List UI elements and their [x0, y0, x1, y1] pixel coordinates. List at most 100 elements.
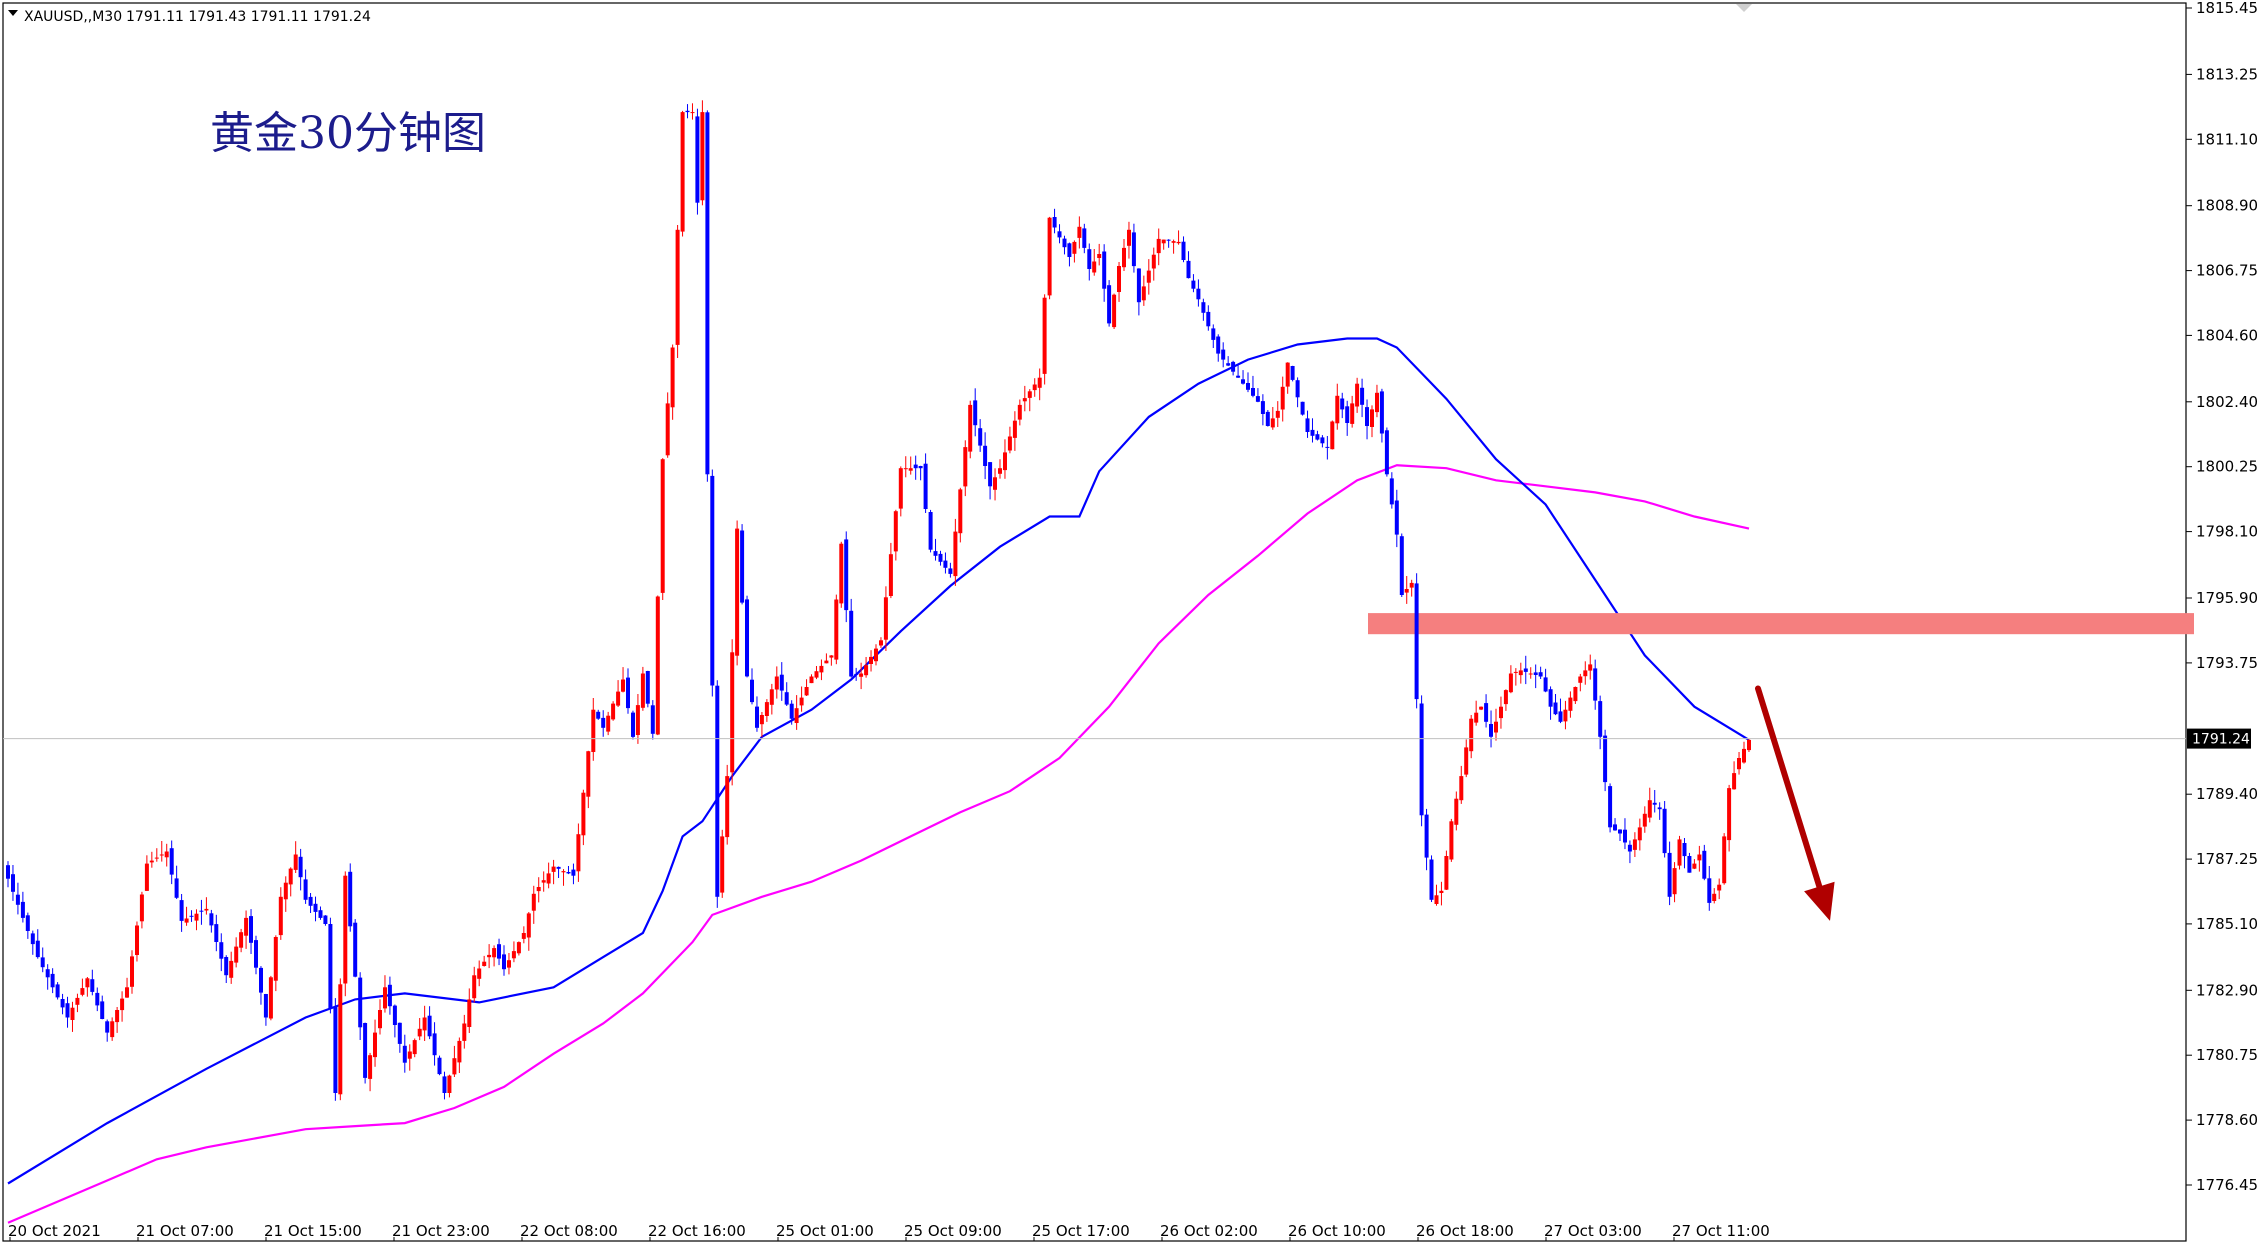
candle — [75, 993, 80, 1013]
candle — [511, 941, 516, 963]
candle — [1241, 370, 1245, 385]
candle — [1548, 686, 1553, 720]
y-tick-label: 1800.25 — [2196, 458, 2257, 476]
candle — [184, 906, 189, 926]
candle — [254, 935, 258, 975]
candle — [1573, 686, 1578, 704]
candle — [1300, 401, 1305, 416]
candle — [1102, 244, 1107, 302]
candle — [616, 680, 621, 707]
y-tick-label: 1802.40 — [2196, 393, 2257, 411]
candle — [1340, 392, 1345, 419]
candle — [1211, 324, 1216, 348]
candle — [933, 538, 938, 561]
candle — [1255, 388, 1260, 403]
candle — [1389, 472, 1394, 509]
candle — [1642, 806, 1647, 833]
candle — [1042, 294, 1047, 385]
candle — [521, 926, 526, 944]
candle — [1027, 389, 1032, 412]
candle — [105, 1019, 110, 1042]
candle — [482, 955, 487, 967]
y-tick-label: 1785.10 — [2196, 915, 2257, 933]
candle — [740, 524, 745, 605]
candle — [244, 910, 249, 949]
candle — [1618, 829, 1622, 841]
candle — [45, 964, 50, 990]
candle — [85, 977, 90, 997]
candle — [621, 667, 625, 693]
candle — [1593, 659, 1598, 710]
candle — [1404, 576, 1409, 604]
candle — [1608, 783, 1613, 833]
candle — [55, 982, 60, 1000]
x-tick-label: 27 Oct 03:00 — [1544, 1222, 1642, 1240]
candle — [586, 750, 591, 809]
candle — [730, 639, 735, 786]
candle — [908, 456, 913, 475]
candle — [993, 468, 997, 501]
scroll-marker-icon[interactable] — [1736, 4, 1752, 12]
y-tick-label: 1795.90 — [2196, 589, 2257, 607]
candle — [1518, 662, 1523, 684]
projection-arrow-shaft — [1755, 685, 1826, 900]
candle — [125, 977, 129, 998]
candle — [502, 945, 506, 976]
candle — [1637, 818, 1642, 851]
candle — [427, 1006, 432, 1040]
candle — [1161, 239, 1166, 250]
candle — [60, 993, 65, 1015]
candle — [1533, 664, 1538, 689]
candle — [214, 914, 219, 952]
symbol-label: XAUUSD,,M30 — [24, 9, 122, 25]
current-price-label: 1791.24 — [2192, 732, 2250, 748]
candle — [1012, 411, 1017, 451]
candle — [1553, 694, 1558, 716]
y-tick-label: 1776.45 — [2196, 1176, 2257, 1194]
candle — [1315, 430, 1320, 441]
candle — [288, 867, 293, 897]
candle — [675, 225, 680, 358]
candle — [1667, 841, 1672, 906]
candle — [263, 993, 268, 1026]
candle — [998, 459, 1002, 479]
candle — [1285, 362, 1290, 394]
candle — [1424, 808, 1429, 871]
candle — [913, 455, 918, 480]
candle — [824, 653, 829, 664]
chart-title: 黄金30分钟图 — [210, 108, 486, 159]
candle — [1707, 866, 1712, 911]
candle — [313, 896, 318, 922]
candle — [973, 388, 978, 437]
candle — [1186, 251, 1191, 279]
candle — [596, 709, 601, 720]
candle — [135, 921, 139, 962]
candle — [1151, 247, 1156, 281]
candle — [1097, 243, 1102, 266]
candle — [368, 1052, 373, 1092]
candle — [154, 848, 159, 862]
symbol-dropdown-icon[interactable] — [8, 10, 18, 16]
candle — [1275, 401, 1280, 427]
x-axis: 20 Oct 2021 21 Oct 07:00 21 Oct 15:00 21 Oc… — [8, 1222, 1770, 1241]
candle — [1310, 418, 1315, 443]
candle — [581, 789, 586, 846]
candle — [1295, 377, 1300, 408]
candle — [1131, 223, 1136, 273]
candle — [1067, 242, 1072, 267]
candle — [1379, 388, 1384, 443]
candle — [1558, 698, 1563, 724]
current-price-tag — [2187, 728, 2251, 749]
candle — [328, 917, 333, 1014]
candle — [249, 909, 253, 954]
candle — [928, 509, 933, 553]
candle — [467, 988, 472, 1033]
candle — [407, 1044, 412, 1071]
candle — [526, 912, 531, 951]
candle — [1677, 835, 1682, 870]
candle — [1623, 818, 1627, 850]
candle — [923, 453, 928, 513]
candle — [1538, 666, 1543, 679]
candle — [259, 966, 263, 1005]
